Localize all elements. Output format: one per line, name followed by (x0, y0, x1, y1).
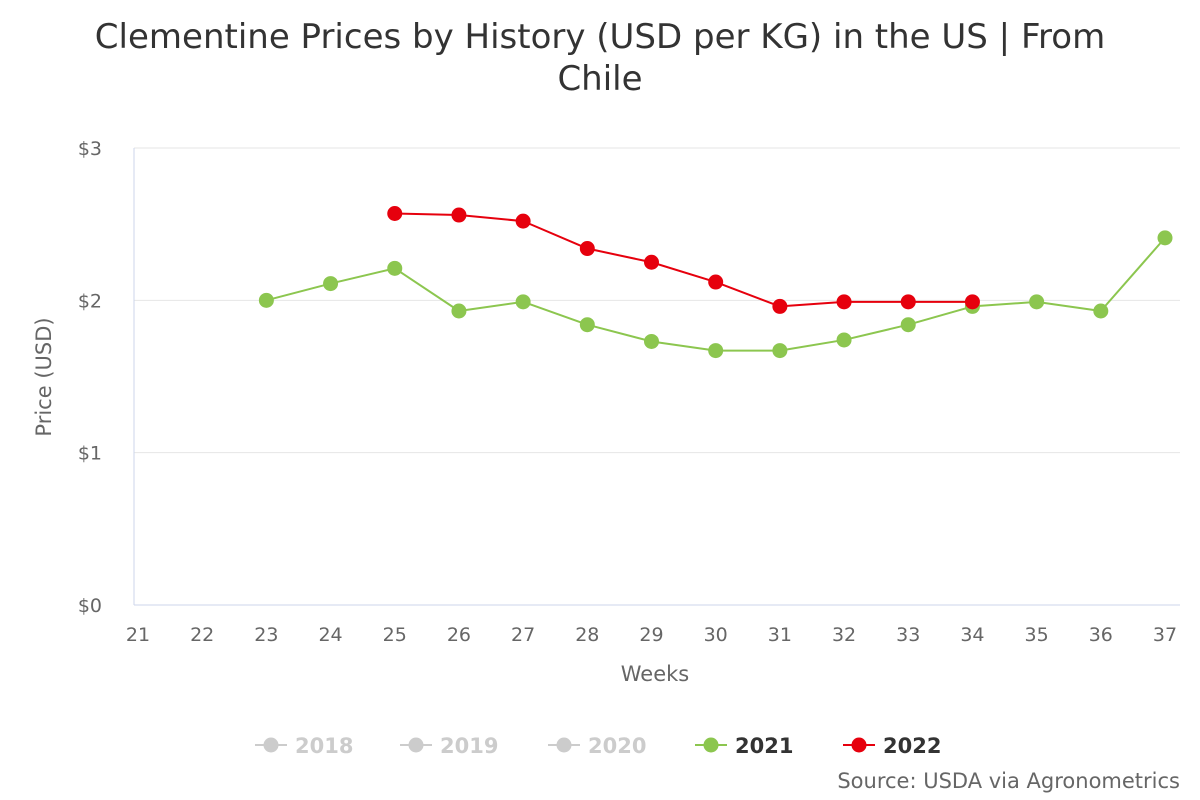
x-tick-label: 37 (1153, 624, 1177, 646)
y-tick-label: $1 (78, 443, 102, 465)
legend-marker-2018 (263, 737, 279, 753)
x-tick-label: 36 (1089, 624, 1113, 646)
legend-item-2022[interactable]: 2022 (843, 734, 941, 758)
data-point-2022[interactable] (451, 207, 467, 223)
legend-label-2021: 2021 (735, 734, 793, 758)
y-tick-label: $2 (78, 290, 102, 312)
data-point-2022[interactable] (708, 274, 724, 290)
legend: 2018 2019 2020 2021 2022 (255, 734, 941, 758)
data-point-2021[interactable] (451, 303, 467, 319)
x-tick-label: 29 (639, 624, 663, 646)
data-point-2022[interactable] (772, 298, 788, 314)
chart-title: Clementine Prices by History (USD per KG… (95, 17, 1105, 99)
legend-label-2019: 2019 (440, 734, 498, 758)
data-point-2021[interactable] (1029, 294, 1045, 310)
x-tick-label: 35 (1025, 624, 1049, 646)
x-tick-label: 21 (126, 624, 150, 646)
axes (133, 148, 1180, 606)
chart-title-line-2: Chile (557, 59, 642, 99)
x-tick-label: 27 (511, 624, 535, 646)
data-point-2021[interactable] (644, 333, 659, 349)
x-tick-label: 34 (960, 624, 984, 646)
x-tick-label: 31 (768, 624, 792, 646)
data-point-2021[interactable] (515, 294, 531, 310)
source-credit: Source: USDA via Agronometrics (837, 769, 1180, 793)
x-axis-ticks: 21 22 23 24 25 26 27 28 29 30 31 32 33 34 35 36 37 (126, 624, 1177, 646)
data-point-2021[interactable] (836, 332, 852, 348)
y-axis-ticks: $0 $1 $2 $3 (78, 138, 102, 617)
x-tick-label: 25 (383, 624, 407, 646)
legend-item-2019[interactable]: 2019 (400, 734, 498, 758)
series-layer (258, 206, 1173, 359)
y-tick-label: $0 (78, 595, 102, 617)
data-point-2021[interactable] (708, 343, 724, 359)
data-point-2021[interactable] (1157, 230, 1173, 246)
legend-marker-2022 (851, 737, 867, 753)
legend-item-2021[interactable]: 2021 (695, 734, 793, 758)
x-tick-label: 32 (832, 624, 856, 646)
legend-item-2018[interactable]: 2018 (255, 734, 353, 758)
legend-marker-2020 (556, 737, 572, 753)
data-point-2022[interactable] (900, 294, 916, 310)
series-line-2021 (265, 236, 1166, 352)
data-point-2022[interactable] (836, 294, 852, 310)
legend-label-2018: 2018 (295, 734, 353, 758)
y-axis-label: Price (USD) (32, 317, 56, 436)
grid-lines (134, 147, 1180, 454)
series-line-2022 (393, 212, 974, 308)
x-tick-label: 30 (704, 624, 728, 646)
data-point-2022[interactable] (515, 213, 531, 229)
legend-marker-2021 (703, 737, 719, 753)
data-point-2021[interactable] (323, 276, 339, 292)
x-tick-label: 26 (447, 624, 471, 646)
data-point-2021[interactable] (387, 260, 403, 276)
x-tick-label: 33 (896, 624, 920, 646)
legend-item-2020[interactable]: 2020 (548, 734, 646, 758)
x-tick-label: 28 (575, 624, 599, 646)
data-point-2022[interactable] (644, 254, 659, 270)
data-point-2022[interactable] (387, 206, 403, 222)
legend-marker-2019 (408, 737, 424, 753)
legend-label-2022: 2022 (883, 734, 941, 758)
x-axis-label: Weeks (621, 662, 689, 686)
x-tick-label: 22 (190, 624, 214, 646)
data-point-2021[interactable] (772, 343, 788, 359)
series-2022 (387, 206, 980, 314)
series-2021 (258, 230, 1173, 359)
data-point-2021[interactable] (900, 317, 916, 333)
data-point-2022[interactable] (579, 241, 595, 257)
y-tick-label: $3 (78, 138, 102, 160)
data-point-2021[interactable] (1093, 303, 1109, 319)
chart-title-line-1: Clementine Prices by History (USD per KG… (95, 17, 1105, 57)
x-tick-label: 23 (254, 624, 278, 646)
data-point-2021[interactable] (258, 292, 274, 308)
data-point-2021[interactable] (579, 317, 595, 333)
x-tick-label: 24 (318, 624, 342, 646)
data-point-2022[interactable] (964, 294, 980, 310)
legend-label-2020: 2020 (588, 734, 646, 758)
